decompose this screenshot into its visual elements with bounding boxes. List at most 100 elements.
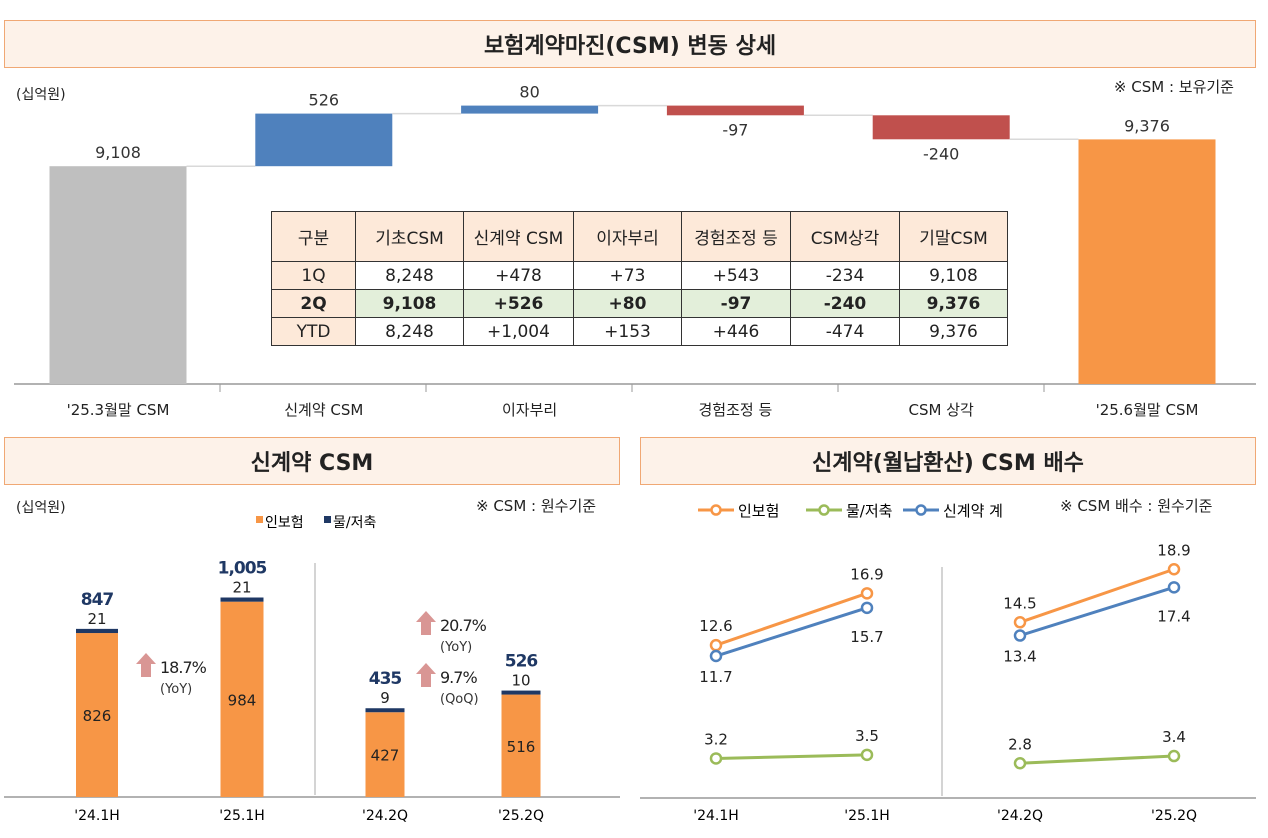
data-point bbox=[1167, 581, 1181, 594]
data-point bbox=[709, 638, 723, 652]
table-cell: 9,108 bbox=[899, 261, 1008, 290]
segment-label: 10 bbox=[511, 672, 530, 690]
data-label: 14.5 bbox=[1003, 594, 1036, 612]
table-cell: -97 bbox=[681, 289, 791, 318]
table-cell: +526 bbox=[463, 289, 574, 318]
header-cell: 경험조정 등 bbox=[681, 211, 791, 262]
header-cell: 구분 bbox=[271, 211, 356, 262]
data-point bbox=[860, 748, 874, 762]
series-line bbox=[1019, 585, 1175, 637]
unit-label: (십억원) bbox=[16, 500, 66, 516]
data-point bbox=[860, 587, 874, 600]
series-line bbox=[1019, 754, 1175, 765]
table-cell: +1,004 bbox=[463, 317, 574, 346]
data-point bbox=[1167, 563, 1181, 576]
growth-pct: 18.7% bbox=[160, 658, 207, 677]
csm-table: 구분 기초CSM 신계약 CSM 이자부리 경험조정 등 CSM상각 기말CSM… bbox=[271, 211, 1008, 346]
basis-note: ※ CSM 배수 : 원수기준 bbox=[1060, 497, 1213, 515]
up-arrow-icon bbox=[416, 663, 436, 687]
category-label: '25.3월말 CSM bbox=[67, 401, 170, 419]
data-label: 9,376 bbox=[1124, 116, 1170, 135]
table-row-highlighted: 2Q 9,108 +526 +80 -97 -240 9,376 bbox=[271, 289, 1008, 318]
table-row: YTD 8,248 +1,004 +153 +446 -474 9,376 bbox=[271, 317, 1008, 346]
category-label: 신계약 CSM bbox=[284, 401, 363, 419]
segment-label: 427 bbox=[371, 747, 400, 765]
header-cell: 신계약 CSM bbox=[463, 211, 574, 262]
data-label: 3.5 bbox=[855, 727, 879, 745]
legend-marker bbox=[818, 504, 830, 516]
segment-label: 826 bbox=[83, 707, 112, 725]
series-line bbox=[715, 753, 868, 760]
category-label: 이자부리 bbox=[502, 401, 557, 419]
category-label: '24.2Q bbox=[997, 808, 1043, 824]
growth-basis: (QoQ) bbox=[440, 692, 479, 707]
category-label: '24.2Q bbox=[362, 808, 408, 824]
table-cell: 8,248 bbox=[355, 317, 464, 346]
data-label: 3.2 bbox=[704, 730, 728, 748]
category-label: '25.2Q bbox=[498, 808, 544, 824]
table-cell: 9,376 bbox=[899, 289, 1008, 318]
basis-note: ※ CSM : 보유기준 bbox=[1113, 78, 1234, 96]
data-label: 17.4 bbox=[1157, 607, 1190, 625]
data-point bbox=[1013, 757, 1027, 770]
data-label: 11.7 bbox=[699, 668, 732, 686]
segment-label: 9 bbox=[380, 689, 390, 707]
table-cell: +80 bbox=[573, 289, 682, 318]
data-label: 16.9 bbox=[850, 565, 883, 583]
table-cell: +446 bbox=[681, 317, 791, 346]
csm-multiple-title: 신계약(월납환산) CSM 배수 bbox=[640, 437, 1256, 485]
table-cell: -474 bbox=[790, 317, 900, 346]
main-title: 보험계약마진(CSM) 변동 상세 bbox=[4, 20, 1256, 68]
series-line bbox=[715, 591, 868, 647]
row-header: YTD bbox=[271, 317, 356, 346]
segment-label: 516 bbox=[507, 738, 536, 756]
data-label: -97 bbox=[722, 120, 748, 139]
table-cell: 9,108 bbox=[355, 289, 464, 318]
row-header: 2Q bbox=[271, 289, 356, 318]
up-arrow-icon bbox=[136, 653, 156, 677]
table-cell: -240 bbox=[790, 289, 900, 318]
legend-marker bbox=[710, 504, 722, 516]
header-cell: 기말CSM bbox=[899, 211, 1008, 262]
legend-label: 인보험 bbox=[265, 515, 304, 531]
category-label: 경험조정 등 bbox=[699, 401, 773, 419]
bar-segment-인보험 bbox=[220, 601, 264, 797]
growth-basis: (YoY) bbox=[160, 682, 192, 697]
waterfall-chart: 9,108 '25.3월말 CSM 526 신계약 CSM 80 이자부리 -97 경험조정 … bbox=[14, 83, 1256, 419]
category-label: '24.1H bbox=[74, 808, 120, 824]
new-csm-bar-chart: 인보험 물/저축82621847'24.1H984211,005'25.1H427… bbox=[4, 515, 620, 824]
category-label: CSM 상각 bbox=[909, 401, 975, 419]
waterfall-bar bbox=[255, 113, 393, 167]
bar-segment-인보험 bbox=[365, 712, 405, 797]
category-label: '25.6월말 CSM bbox=[1096, 401, 1199, 419]
data-point bbox=[860, 601, 874, 615]
data-point bbox=[1013, 616, 1027, 629]
data-label: 15.7 bbox=[850, 628, 883, 646]
waterfall-bar bbox=[1078, 139, 1216, 384]
bar-segment-인보험 bbox=[76, 633, 118, 797]
total-label: 1,005 bbox=[218, 559, 267, 579]
segment-label: 21 bbox=[232, 579, 251, 597]
legend-label: 물/저축 bbox=[846, 502, 892, 520]
category-label: '25.1H bbox=[844, 808, 890, 824]
header-cell: 이자부리 bbox=[573, 211, 682, 262]
bar-segment-인보험 bbox=[501, 694, 541, 797]
data-label: 526 bbox=[309, 91, 340, 110]
bar-segment-물저축 bbox=[501, 690, 541, 695]
legend-label: 신계약 계 bbox=[943, 502, 1003, 520]
growth-pct: 9.7% bbox=[440, 668, 477, 687]
data-label: 12.6 bbox=[699, 617, 732, 635]
category-label: '24.1H bbox=[693, 808, 739, 824]
category-label: '25.2Q bbox=[1151, 808, 1197, 824]
new-csm-title: 신계약 CSM bbox=[4, 437, 620, 485]
up-arrow-icon bbox=[416, 611, 436, 635]
series-line bbox=[715, 606, 868, 658]
table-row: 1Q 8,248 +478 +73 +543 -234 9,108 bbox=[271, 261, 1008, 290]
header-cell: 기초CSM bbox=[355, 211, 464, 262]
data-label: 3.4 bbox=[1162, 728, 1186, 746]
bar-segment-물저축 bbox=[76, 628, 118, 634]
table-cell: +543 bbox=[681, 261, 791, 290]
legend-label: 인보험 bbox=[738, 502, 779, 520]
